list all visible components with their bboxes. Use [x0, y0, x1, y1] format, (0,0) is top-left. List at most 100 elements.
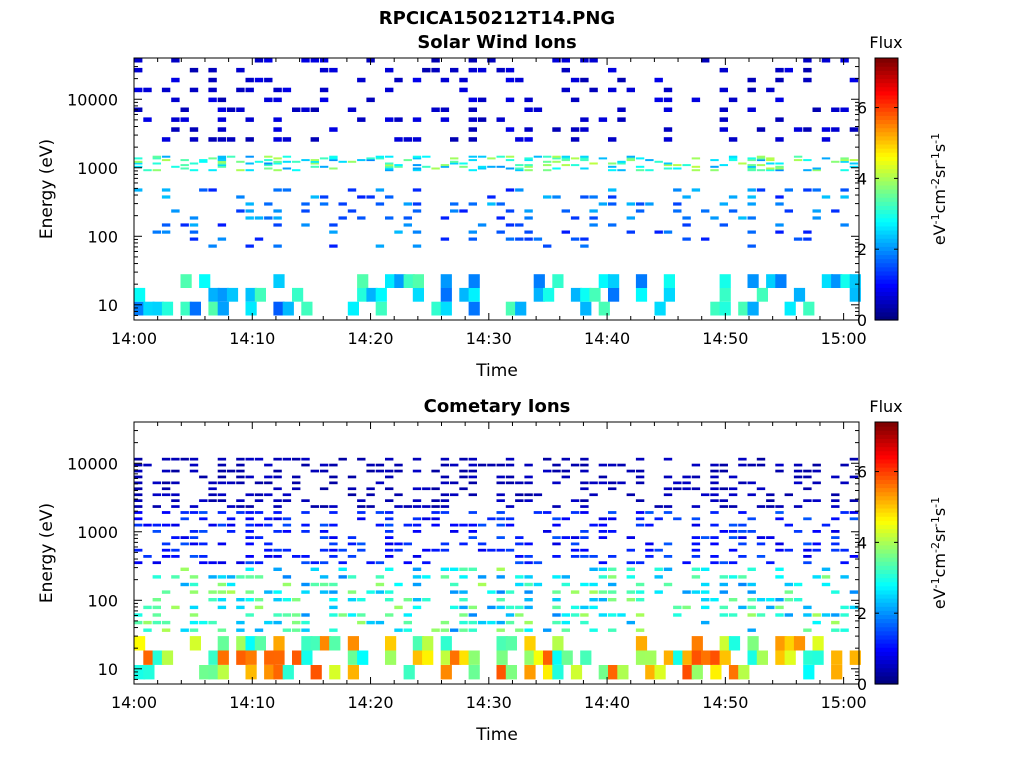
- heatmap-cell: [273, 650, 285, 665]
- heatmap-cell: [385, 598, 394, 602]
- heatmap-cell: [552, 463, 561, 467]
- heatmap-cell: [570, 665, 583, 680]
- colorbar-step: [875, 467, 898, 472]
- heatmap-cell: [375, 620, 385, 625]
- heatmap-cell: [524, 164, 533, 167]
- heatmap-cell: [319, 561, 329, 565]
- colorbar-step: [875, 201, 898, 206]
- heatmap-cell: [292, 650, 304, 665]
- heatmap-cell: [710, 169, 719, 172]
- heatmap-cell: [784, 650, 796, 665]
- heatmap-cell: [598, 301, 610, 316]
- heatmap-cell: [673, 613, 682, 617]
- heatmap-cell: [710, 542, 719, 546]
- heatmap-cell: [728, 613, 738, 617]
- heatmap-cell: [180, 223, 189, 227]
- heatmap-cell: [468, 493, 477, 497]
- heatmap-cell: [189, 237, 199, 241]
- heatmap-cell: [375, 481, 385, 485]
- heatmap-cell: [366, 590, 375, 594]
- heatmap-cell: [245, 244, 254, 248]
- heatmap-cell: [580, 620, 589, 625]
- heatmap-cell: [608, 582, 617, 587]
- heatmap-cell: [319, 575, 329, 579]
- heatmap-cell: [440, 237, 450, 241]
- heatmap-cell: [635, 636, 648, 651]
- heatmap-cell: [598, 517, 608, 521]
- heatmap-cell: [831, 536, 840, 539]
- heatmap-cell: [273, 499, 282, 502]
- heatmap-cell: [775, 613, 784, 617]
- heatmap-cell: [236, 209, 245, 213]
- heatmap-cell: [264, 463, 273, 467]
- heatmap-cell: [199, 555, 208, 558]
- heatmap-cell: [301, 636, 313, 651]
- heatmap-cell: [254, 481, 264, 485]
- heatmap-cell: [635, 628, 645, 632]
- heatmap-cell: [375, 561, 385, 565]
- heatmap-cell: [775, 162, 784, 165]
- heatmap-cell: [440, 117, 450, 122]
- heatmap-cell: [793, 475, 803, 479]
- heatmap-cell: [171, 493, 180, 497]
- heatmap-cell: [728, 97, 738, 103]
- y-tick-label: 10: [98, 660, 118, 679]
- heatmap-cell: [143, 87, 152, 93]
- heatmap-cell: [710, 650, 722, 665]
- heatmap-cell: [561, 620, 570, 625]
- heatmap-cell: [254, 58, 264, 63]
- heatmap-cell: [831, 475, 840, 479]
- colorbar-frame: [874, 421, 899, 685]
- heatmap-cell: [617, 481, 626, 485]
- heatmap-cell: [357, 511, 366, 514]
- heatmap-cell: [719, 605, 728, 610]
- heatmap-cell: [468, 567, 477, 571]
- heatmap-cell: [561, 230, 570, 234]
- heatmap-cell: [663, 230, 673, 234]
- heatmap-cell: [217, 542, 227, 546]
- colorbar-tick-label: 4: [857, 533, 867, 552]
- heatmap-cell: [849, 287, 861, 302]
- heatmap-cell: [459, 469, 468, 473]
- heatmap-cell: [459, 162, 468, 165]
- heatmap-cell: [803, 159, 812, 162]
- heatmap-cell: [487, 195, 496, 199]
- heatmap-cell: [282, 613, 292, 617]
- heatmap-cell: [831, 613, 840, 617]
- heatmap-cell: [728, 159, 738, 162]
- heatmap-cell: [152, 523, 161, 527]
- heatmap-cell: [180, 517, 189, 521]
- heatmap-cell: [524, 165, 533, 168]
- heatmap-cell: [701, 58, 710, 63]
- heatmap-cell: [840, 159, 849, 162]
- heatmap-cell: [766, 505, 775, 508]
- colorbar-step: [875, 143, 898, 149]
- heatmap-cell: [524, 636, 536, 651]
- heatmap-cell: [273, 188, 282, 192]
- heatmap-cell: [663, 162, 673, 165]
- heatmap-cell: [301, 523, 310, 527]
- heatmap-cell: [654, 575, 663, 579]
- heatmap-cell: [487, 157, 496, 160]
- heatmap-cell: [552, 665, 564, 680]
- heatmap-cell: [254, 523, 264, 527]
- heatmap-cell: [310, 582, 319, 587]
- heatmap-cell: [635, 287, 648, 302]
- heatmap-cell: [756, 463, 766, 467]
- heatmap-cell: [319, 505, 329, 508]
- heatmap-cell: [635, 499, 645, 502]
- heatmap-cell: [171, 77, 180, 83]
- heatmap-cell: [385, 590, 394, 594]
- heatmap-cell: [273, 475, 282, 479]
- heatmap-cell: [161, 548, 171, 552]
- heatmap-cell: [226, 505, 236, 508]
- heatmap-cell: [710, 165, 719, 168]
- y-tick-label: 10000: [67, 90, 118, 109]
- heatmap-cell: [840, 628, 849, 632]
- heatmap-cell: [431, 487, 440, 491]
- heatmap-cell: [459, 620, 468, 625]
- colorbar-step: [875, 209, 898, 215]
- heatmap-cell: [710, 159, 719, 162]
- heatmap-cell: [189, 636, 201, 651]
- heatmap-cell: [775, 165, 784, 168]
